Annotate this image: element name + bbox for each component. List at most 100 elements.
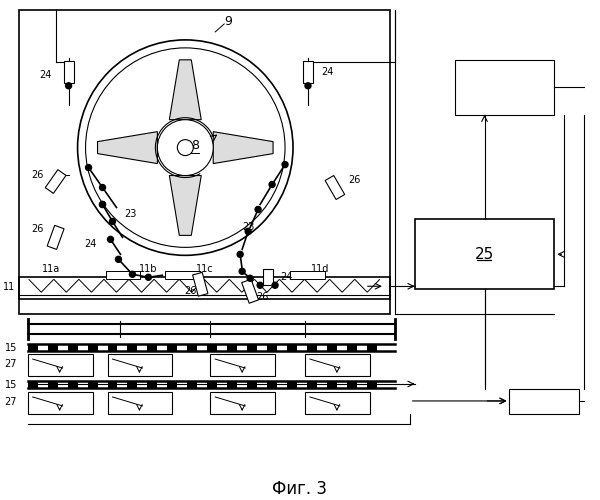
Bar — [107, 354, 172, 376]
Text: 8: 8 — [191, 139, 199, 152]
Polygon shape — [193, 272, 208, 296]
Bar — [157, 381, 167, 388]
Bar — [28, 354, 92, 376]
Bar — [347, 381, 357, 388]
Bar — [337, 381, 347, 388]
Circle shape — [282, 162, 288, 168]
Text: 25: 25 — [475, 247, 494, 262]
Polygon shape — [169, 176, 201, 236]
Bar — [455, 60, 554, 114]
Bar — [68, 344, 77, 351]
Polygon shape — [213, 132, 273, 164]
Bar — [167, 344, 178, 351]
Bar — [58, 344, 68, 351]
Circle shape — [65, 83, 71, 89]
Bar — [257, 381, 267, 388]
Bar — [98, 344, 107, 351]
Text: 26: 26 — [184, 286, 196, 296]
Bar — [118, 344, 127, 351]
Bar — [317, 344, 327, 351]
Bar — [127, 344, 137, 351]
Bar — [77, 381, 88, 388]
Text: 15: 15 — [5, 380, 17, 390]
Bar — [197, 381, 207, 388]
Bar — [19, 278, 390, 314]
Polygon shape — [98, 132, 157, 164]
Text: 26: 26 — [349, 174, 361, 184]
Polygon shape — [64, 61, 74, 83]
Bar — [148, 344, 157, 351]
Text: 26: 26 — [31, 224, 44, 234]
Text: 11a: 11a — [41, 264, 60, 274]
Text: 27: 27 — [5, 359, 17, 369]
Circle shape — [305, 83, 311, 89]
Bar — [107, 381, 118, 388]
Text: 26: 26 — [256, 292, 268, 302]
Circle shape — [86, 164, 92, 170]
Bar — [297, 381, 307, 388]
Bar — [118, 381, 127, 388]
Bar — [88, 381, 98, 388]
Text: 23: 23 — [242, 222, 254, 232]
Bar — [305, 354, 370, 376]
Bar — [210, 354, 275, 376]
Bar — [167, 381, 178, 388]
Bar — [137, 381, 148, 388]
Bar — [77, 344, 88, 351]
Bar — [227, 381, 237, 388]
Text: 26: 26 — [31, 170, 44, 179]
Circle shape — [107, 236, 113, 242]
Bar — [247, 381, 257, 388]
Text: 24: 24 — [40, 70, 52, 80]
Bar — [267, 344, 277, 351]
Bar — [327, 344, 337, 351]
Bar — [377, 381, 387, 388]
Bar — [210, 392, 275, 414]
Circle shape — [237, 252, 243, 258]
Bar — [187, 344, 197, 351]
Bar — [297, 344, 307, 351]
Bar — [207, 381, 217, 388]
Bar — [367, 381, 377, 388]
Circle shape — [109, 218, 115, 224]
Bar — [137, 344, 148, 351]
Bar — [415, 220, 554, 289]
Bar — [337, 344, 347, 351]
Bar — [237, 344, 247, 351]
Bar — [98, 381, 107, 388]
Bar — [227, 344, 237, 351]
Bar — [47, 344, 58, 351]
Circle shape — [178, 140, 193, 156]
Text: 11d: 11d — [311, 264, 329, 274]
Bar — [157, 344, 167, 351]
Bar — [357, 344, 367, 351]
Bar — [247, 344, 257, 351]
Polygon shape — [45, 170, 66, 194]
Bar — [207, 344, 217, 351]
Bar — [327, 381, 337, 388]
Text: 24: 24 — [280, 272, 292, 282]
Bar — [217, 381, 227, 388]
Bar — [317, 381, 327, 388]
Bar — [367, 344, 377, 351]
Text: 11: 11 — [2, 282, 15, 292]
Text: 23: 23 — [124, 210, 137, 220]
Bar — [47, 381, 58, 388]
Bar — [287, 344, 297, 351]
Text: 15: 15 — [5, 343, 17, 353]
Bar — [68, 381, 77, 388]
Bar — [38, 344, 47, 351]
Polygon shape — [325, 176, 345, 200]
Circle shape — [272, 282, 278, 288]
Bar — [347, 344, 357, 351]
Circle shape — [247, 276, 253, 281]
Circle shape — [255, 206, 261, 212]
Bar — [290, 272, 325, 280]
Bar — [127, 381, 137, 388]
Bar — [277, 381, 287, 388]
Text: Фиг. 3: Фиг. 3 — [272, 480, 328, 498]
Text: 24: 24 — [322, 67, 334, 77]
Bar — [58, 381, 68, 388]
Circle shape — [115, 256, 121, 262]
Bar — [377, 344, 387, 351]
